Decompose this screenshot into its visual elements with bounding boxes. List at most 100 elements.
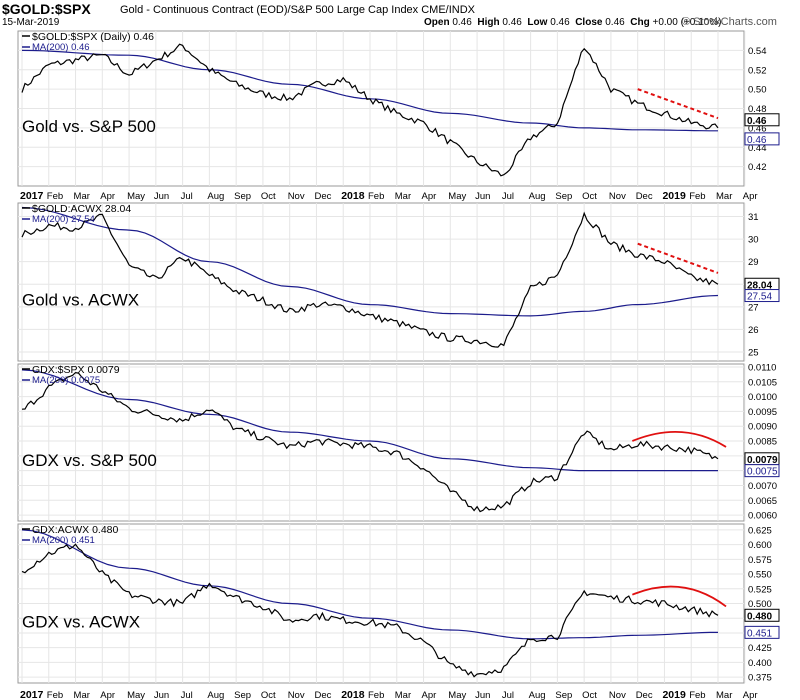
x-tick-label: Sep xyxy=(555,191,572,202)
x-tick-label: Feb xyxy=(47,191,63,202)
last-ma-label: 0.451 xyxy=(747,628,772,639)
y-tick-label: 26 xyxy=(748,325,759,336)
y-tick-label: 0.525 xyxy=(748,584,772,595)
legend-price: GDX:$SPX 0.0079 xyxy=(32,364,120,376)
x-tick-label: Nov xyxy=(288,191,305,202)
x-tick-label: Dec xyxy=(314,191,331,202)
panel-annotation: GDX vs. ACWX xyxy=(22,612,140,631)
y-tick-label: 0.0065 xyxy=(748,496,777,507)
x-tick-label: Nov xyxy=(609,191,626,202)
x-tick-label: 2019 xyxy=(662,689,686,700)
x-tick-label: Aug xyxy=(529,191,546,202)
chart-symbol: $GOLD:$SPX xyxy=(2,1,91,17)
chart-subtitle: Gold - Continuous Contract (EOD)/S&P 500… xyxy=(120,4,476,16)
x-tick-label: Dec xyxy=(636,191,653,202)
resistance-arc xyxy=(631,585,727,608)
x-tick-label: 2017 xyxy=(20,190,44,202)
y-tick-label: 0.0110 xyxy=(748,362,776,373)
legend-ma: MA(200) 0.46 xyxy=(32,42,90,53)
x-tick-label: Sep xyxy=(234,191,251,202)
ohlc-chg: +0.00 (+0.10%) xyxy=(652,17,722,28)
y-tick-label: 0.375 xyxy=(748,673,772,684)
resistance-arc xyxy=(631,430,727,448)
x-tick-label: Feb xyxy=(368,191,384,202)
y-tick-label: 0.600 xyxy=(748,540,772,551)
price-line xyxy=(21,543,719,678)
x-tick-label: Mar xyxy=(395,191,411,202)
last-price-label: 0.46 xyxy=(747,116,767,127)
x-tick-label: 2019 xyxy=(662,190,686,202)
y-tick-label: 0.500 xyxy=(748,599,772,610)
x-axis-band xyxy=(18,188,744,202)
y-tick-label: 0.50 xyxy=(748,85,767,96)
x-tick-label: Oct xyxy=(582,191,597,202)
last-ma-tag xyxy=(744,464,780,478)
price-line xyxy=(21,371,719,513)
x-tick-label: Sep xyxy=(234,690,251,700)
y-tick-label: 0.44 xyxy=(748,143,767,154)
y-tick-label: 0.52 xyxy=(748,65,767,76)
x-tick-label: Apr xyxy=(422,690,437,700)
x-tick-label: 2018 xyxy=(341,190,365,202)
x-tick-label: Sep xyxy=(555,690,572,700)
x-tick-label: Mar xyxy=(395,690,411,700)
price-line xyxy=(21,43,719,177)
last-ma-tag xyxy=(744,289,780,303)
last-ma-label: 0.46 xyxy=(747,135,767,146)
legend-price: GDX:ACWX 0.480 xyxy=(32,524,119,536)
y-tick-label: 25 xyxy=(748,347,759,358)
last-price-tag xyxy=(744,113,780,127)
x-tick-label: Jun xyxy=(475,191,490,202)
x-tick-label: Mar xyxy=(74,191,90,202)
ohlc-low: 0.46 xyxy=(550,17,570,28)
last-ma-tag xyxy=(744,625,780,639)
last-price-label: 0.0079 xyxy=(747,455,778,466)
legend-ma: MA(200) 27.54 xyxy=(32,214,95,225)
x-tick-label: Jun xyxy=(154,191,169,202)
last-price-label: 28.04 xyxy=(747,280,772,291)
x-tick-label: Nov xyxy=(288,690,305,700)
stockcharts-watermark: © StockCharts.com xyxy=(682,16,777,28)
x-tick-label: Dec xyxy=(314,690,331,700)
y-tick-label: 0.425 xyxy=(748,643,772,654)
y-tick-label: 0.550 xyxy=(748,570,772,581)
x-tick-label: May xyxy=(448,191,466,202)
y-tick-label: 31 xyxy=(748,212,759,223)
x-axis-band xyxy=(18,687,744,700)
last-ma-tag xyxy=(744,132,780,146)
x-tick-label: Jul xyxy=(502,191,514,202)
x-tick-label: Jul xyxy=(181,690,193,700)
y-tick-label: 0.0105 xyxy=(748,377,777,388)
x-tick-label: 2018 xyxy=(341,689,365,700)
panel-frame xyxy=(17,202,745,362)
y-tick-label: 0.400 xyxy=(748,658,772,669)
x-tick-label: Aug xyxy=(207,690,224,700)
y-tick-label: 30 xyxy=(748,235,759,246)
x-tick-label: Oct xyxy=(261,191,276,202)
x-tick-label: Mar xyxy=(74,690,90,700)
x-tick-label: Feb xyxy=(47,690,63,700)
panel-annotation: Gold vs. ACWX xyxy=(22,291,139,310)
ma-line xyxy=(21,206,719,317)
y-tick-label: 0.54 xyxy=(748,46,767,57)
y-tick-label: 0.42 xyxy=(748,162,767,173)
ohlc-high: 0.46 xyxy=(502,17,522,28)
last-ma-label: 27.54 xyxy=(747,292,772,303)
x-tick-label: Aug xyxy=(207,191,224,202)
trend-line xyxy=(637,88,719,120)
x-tick-label: Apr xyxy=(100,690,115,700)
x-tick-label: Nov xyxy=(609,690,626,700)
y-tick-label: 0.575 xyxy=(748,555,772,566)
x-tick-label: Feb xyxy=(689,191,705,202)
x-tick-label: Apr xyxy=(422,191,437,202)
ohlc-close: 0.46 xyxy=(605,17,625,28)
x-tick-label: May xyxy=(448,690,466,700)
chart-date: 15-Mar-2019 xyxy=(2,17,60,28)
x-tick-label: Apr xyxy=(743,690,758,700)
x-tick-label: Mar xyxy=(716,690,732,700)
x-tick-label: Jul xyxy=(181,191,193,202)
panel-frame xyxy=(17,363,745,522)
x-tick-label: Aug xyxy=(529,690,546,700)
x-tick-label: Apr xyxy=(100,191,115,202)
